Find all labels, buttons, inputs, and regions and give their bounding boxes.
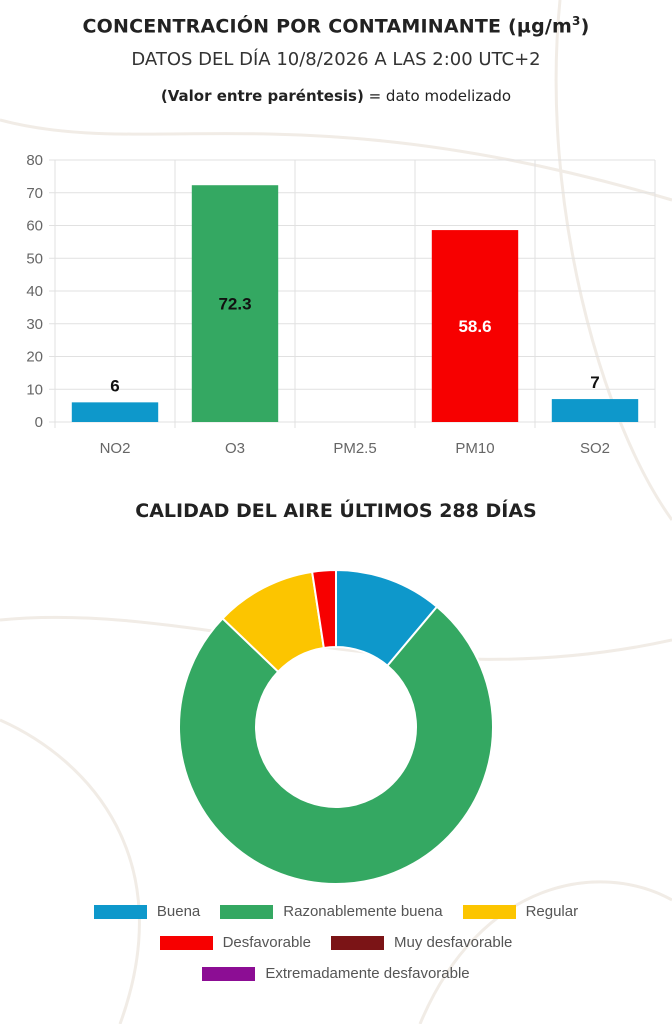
legend-swatch-extremadamente-desfavorable bbox=[202, 966, 256, 981]
bar-no2[interactable] bbox=[71, 402, 159, 422]
bar-value-label: 6 bbox=[110, 376, 119, 395]
legend-item-muy-desfavorable[interactable]: Muy desfavorable bbox=[330, 934, 513, 951]
x-tick-label: NO2 bbox=[100, 440, 131, 457]
legend-label-extremadamente-desfavorable: Extremadamente desfavorable bbox=[265, 965, 470, 982]
legend-label-regular: Regular bbox=[525, 903, 579, 920]
legend-swatch-razonablemente-buena bbox=[220, 904, 274, 919]
x-tick-label: PM2.5 bbox=[333, 440, 376, 457]
y-tick-label: 50 bbox=[26, 250, 43, 267]
data-date-subtitle: DATOS DEL DÍA 10/8/2026 A LAS 2:00 UTC+2 bbox=[131, 49, 541, 70]
x-tick-label: SO2 bbox=[580, 440, 610, 457]
x-tick-label: PM10 bbox=[455, 440, 494, 457]
legend-label-muy-desfavorable: Muy desfavorable bbox=[393, 934, 513, 951]
donut-chart-title: CALIDAD DEL AIRE ÚLTIMOS 288 DÍAS bbox=[135, 500, 537, 522]
bar-value-label: 58.6 bbox=[458, 317, 491, 336]
legend-swatch-regular bbox=[462, 904, 516, 919]
legend-item-regular[interactable]: Regular bbox=[462, 903, 579, 920]
legend-row-2: Desfavorable Muy desfavorable bbox=[0, 927, 672, 958]
legend-label-desfavorable: Desfavorable bbox=[222, 934, 311, 951]
legend-label-buena: Buena bbox=[156, 903, 201, 920]
donut-slice-razonablemente-buena[interactable] bbox=[178, 605, 494, 885]
legend-swatch-muy-desfavorable bbox=[330, 935, 384, 950]
bar-chart-title: CONCENTRACIÓN POR CONTAMINANTE (µg/m3) bbox=[82, 14, 590, 38]
y-tick-label: 80 bbox=[26, 152, 43, 169]
bar-value-label: 7 bbox=[590, 373, 599, 392]
x-tick-label: O3 bbox=[225, 440, 245, 457]
bar-pm10[interactable] bbox=[431, 230, 519, 422]
legend-item-buena[interactable]: Buena bbox=[93, 903, 201, 920]
y-tick-label: 10 bbox=[26, 381, 43, 398]
concentration-bar-chart: 0 10 20 30 40 50 60 70 80 6 NO2 72.3 O3 PM2.5 58.6 PM10… bbox=[26, 152, 656, 457]
bar-value-label: 72.3 bbox=[218, 295, 251, 314]
bar-so2[interactable] bbox=[551, 399, 639, 422]
y-tick-label: 0 bbox=[35, 414, 43, 431]
y-tick-label: 40 bbox=[26, 283, 43, 300]
donut-slice-desfavorable[interactable] bbox=[310, 568, 337, 650]
bar-o3[interactable] bbox=[191, 185, 279, 422]
air-quality-donut-chart bbox=[178, 568, 494, 885]
y-tick-label: 30 bbox=[26, 316, 43, 333]
legend-row-3: Extremadamente desfavorable bbox=[0, 958, 672, 989]
y-tick-label: 60 bbox=[26, 218, 43, 235]
y-tick-label: 20 bbox=[26, 349, 43, 366]
legend-row-1: Buena Razonablemente buena Regular bbox=[0, 896, 672, 927]
y-tick-label: 70 bbox=[26, 185, 43, 202]
donut-legend: Buena Razonablemente buena Regular Desfa… bbox=[0, 896, 672, 989]
legend-swatch-buena bbox=[93, 904, 147, 919]
legend-item-razonablemente-buena[interactable]: Razonablemente buena bbox=[220, 903, 443, 920]
legend-item-extremadamente-desfavorable[interactable]: Extremadamente desfavorable bbox=[202, 965, 470, 982]
modelled-value-note: (Valor entre paréntesis) = dato modeliza… bbox=[160, 87, 512, 105]
legend-swatch-desfavorable bbox=[159, 935, 213, 950]
legend-label-razonablemente-buena: Razonablemente buena bbox=[283, 903, 443, 920]
legend-item-desfavorable[interactable]: Desfavorable bbox=[159, 934, 311, 951]
